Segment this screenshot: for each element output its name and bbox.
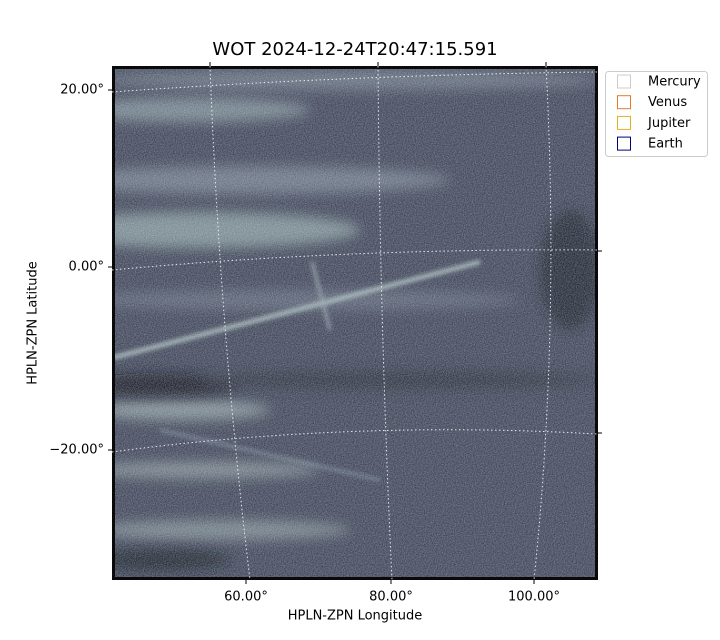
legend: [605, 71, 708, 157]
y-tick-label: 20.00°: [60, 83, 104, 98]
ticks: [108, 62, 602, 584]
y-tick-label: 0.00°: [69, 260, 104, 275]
legend-swatch: [617, 115, 631, 130]
legend-label: Mercury: [648, 75, 701, 90]
title: WOT 2024-12-24T20:47:15.591: [212, 39, 497, 60]
x-tick-label: 80.00°: [369, 590, 413, 605]
legend-swatch: [617, 95, 631, 110]
legend-label: Earth: [648, 137, 683, 152]
legend-swatch: [617, 74, 631, 89]
legend-label: Venus: [648, 95, 687, 110]
solar-image: [112, 66, 598, 580]
legend-label: Jupiter: [647, 116, 691, 131]
x-tick-label: 60.00°: [224, 590, 268, 605]
legend-swatch: [617, 136, 631, 151]
x-axis-label: HPLN-ZPN Longitude: [288, 609, 423, 624]
x-tick-label: 100.00°: [508, 590, 560, 605]
y-axis-label: HPLN-ZPN Latitude: [26, 261, 41, 384]
legend-items: Mercury Venus Jupiter Earth: [617, 74, 701, 152]
y-tick-label: −20.00°: [49, 443, 104, 458]
